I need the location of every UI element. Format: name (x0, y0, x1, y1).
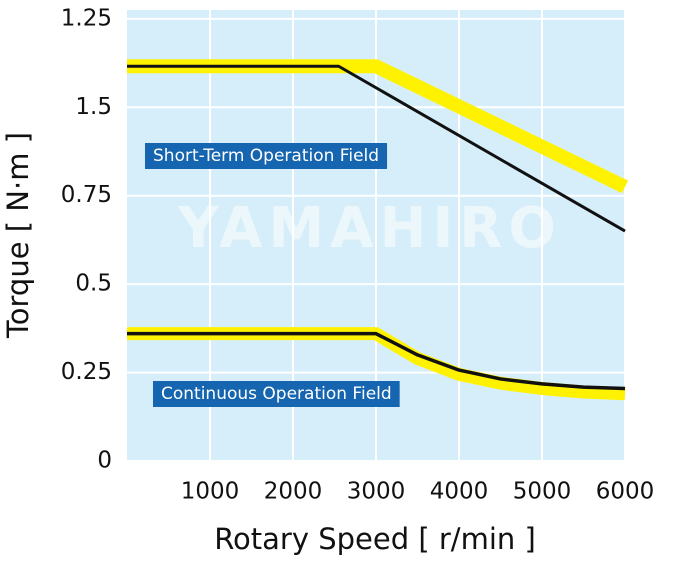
y-tick-label: 1.5 (75, 94, 112, 120)
y-tick-label: 0.25 (61, 359, 112, 385)
watermark: YAMAHIRO (177, 196, 562, 261)
x-axis-label: Rotary Speed [ r/min ] (214, 522, 536, 556)
x-tick-label: 1000 (181, 479, 240, 505)
x-tick-label: 4000 (430, 479, 489, 505)
x-tick-label: 5000 (513, 479, 572, 505)
y-tick-label: 0 (97, 448, 112, 474)
y-tick-label: 0.75 (61, 182, 112, 208)
annotation-text: Continuous Operation Field (161, 384, 392, 404)
annotation: Continuous Operation Field (153, 381, 400, 407)
annotation-box (153, 381, 400, 407)
x-tick-label: 3000 (347, 479, 406, 505)
annotation-text: Short-Term Operation Field (153, 146, 379, 166)
annotation-box (145, 143, 388, 169)
x-tick-label: 6000 (596, 479, 655, 505)
y-axis-label: Torque [ N·m ] (1, 132, 35, 339)
annotation: Short-Term Operation Field (145, 143, 388, 169)
series-line (127, 331, 626, 391)
x-tick-label: 2000 (264, 479, 323, 505)
series-line (127, 64, 626, 233)
y-tick-label: 1.25 (61, 5, 112, 31)
y-tick-label: 0.5 (75, 271, 112, 297)
